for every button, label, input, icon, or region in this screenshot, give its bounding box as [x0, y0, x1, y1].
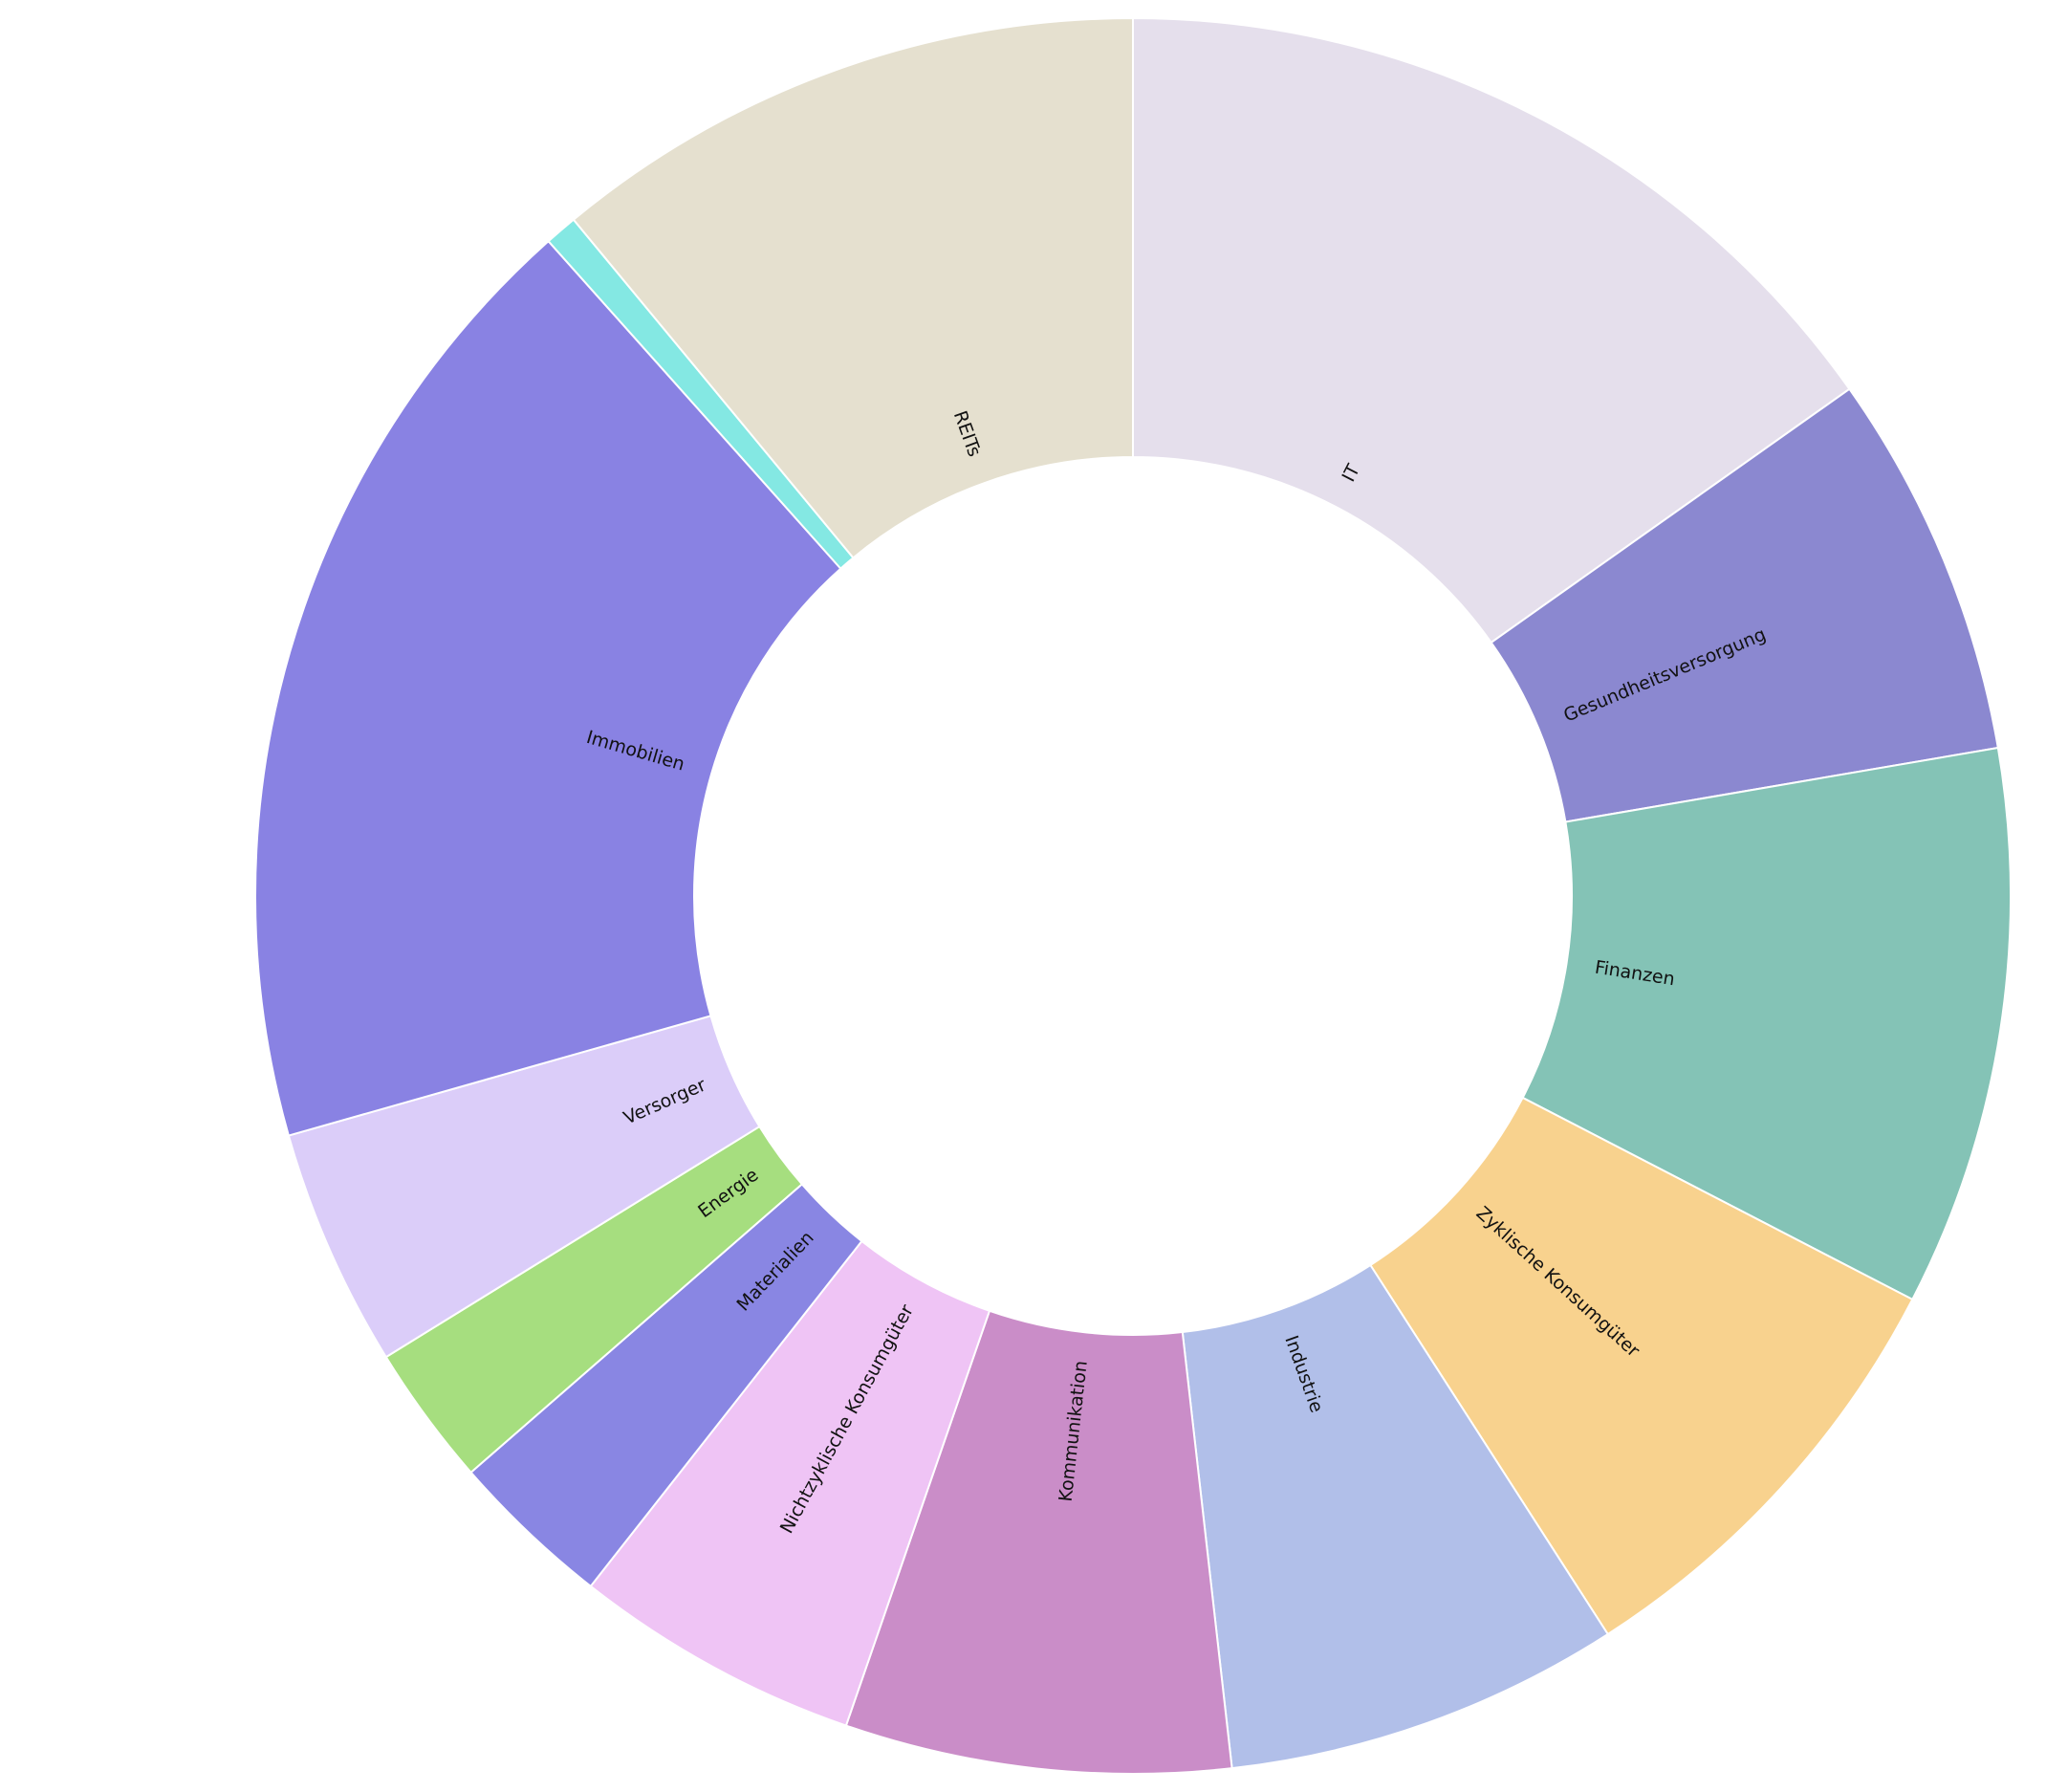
slice-industrie	[1181, 1263, 1610, 1770]
slice-reits	[572, 16, 1134, 559]
slice-gesundheitsversorgung	[1490, 387, 1999, 823]
donut-slices	[254, 16, 2012, 1775]
slice-finanzen	[1521, 746, 2012, 1301]
slice-immobilien	[254, 239, 842, 1137]
slice-kommunikation	[844, 1309, 1233, 1775]
slice-zyklische-konsumgueter	[1368, 1096, 1914, 1636]
slice-it	[1132, 16, 1851, 645]
